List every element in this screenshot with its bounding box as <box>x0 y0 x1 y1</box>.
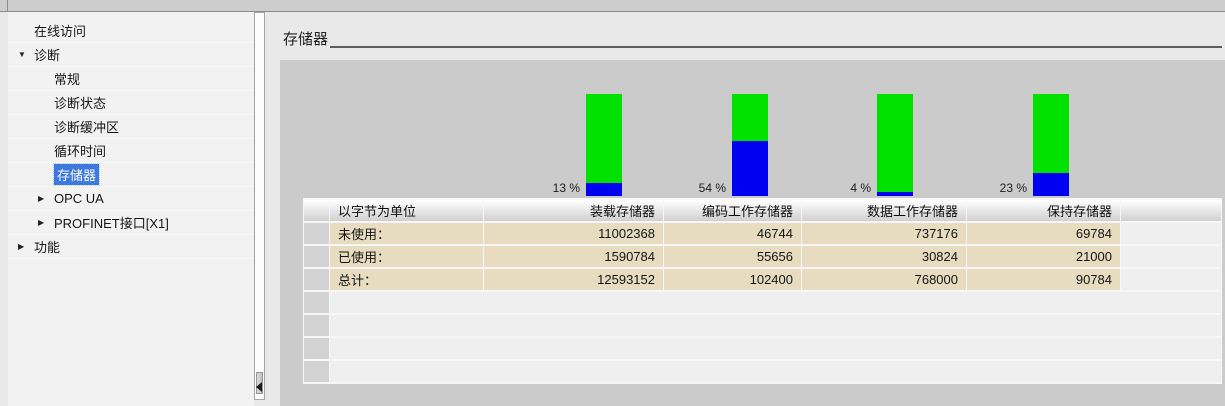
table-cell <box>1121 223 1221 244</box>
sidebar-item-opc-ua[interactable]: ▶ OPC UA <box>8 187 254 211</box>
table-cell <box>1121 246 1221 267</box>
sidebar-item-diagnostics-buffer[interactable]: 诊断缓冲区 <box>8 115 254 139</box>
gauge-percent-label: 54 % <box>698 181 726 195</box>
gauge-used-segment <box>732 140 768 196</box>
memory-gauge-load <box>586 94 622 196</box>
table-cell: 11002368 <box>484 223 663 244</box>
memory-table: 以字节为单位 装载存储器 编码工作存储器 数据工作存储器 保持存储器 未使用： … <box>303 198 1222 384</box>
sidebar-item-label: PROFINET接口[X1] <box>54 216 169 231</box>
gauge-percent-label: 4 % <box>850 181 871 195</box>
navigation-tree: 在线访问 ▼ 诊断 常规 诊断状态 诊断缓冲区 循环时间 存储器 ▶ OPC U… <box>8 12 254 406</box>
memory-gauge-data-work <box>877 94 913 196</box>
header-cell-code-work-memory: 编码工作存储器 <box>664 200 801 221</box>
table-cell <box>330 315 1221 336</box>
splitter-tick <box>7 0 8 11</box>
row-selector-cell <box>304 292 329 313</box>
table-cell: 90784 <box>967 269 1120 290</box>
expand-arrow-icon[interactable]: ▶ <box>38 194 45 203</box>
sidebar-item-label: 循环时间 <box>54 144 107 159</box>
sidebar-scrollbar[interactable] <box>254 12 265 400</box>
sidebar-item-label: 诊断缓冲区 <box>54 120 120 135</box>
header-cell-data-work-memory: 数据工作存储器 <box>802 200 966 221</box>
sidebar-item-label: 诊断 <box>34 48 61 63</box>
sidebar-item-label: 在线访问 <box>34 24 87 39</box>
memory-gauge-code-work <box>732 94 768 196</box>
sidebar-item-label: 诊断状态 <box>54 96 107 111</box>
table-row: 未使用： 11002368 46744 737176 69784 <box>304 223 1221 244</box>
table-cell: 未使用： <box>330 223 483 244</box>
table-row: 总计： 12593152 102400 768000 90784 <box>304 269 1221 290</box>
table-cell: 102400 <box>664 269 801 290</box>
table-cell: 46744 <box>664 223 801 244</box>
sidebar-item-profinet-interface[interactable]: ▶ PROFINET接口[X1] <box>8 211 254 235</box>
sidebar-item-cycle-time[interactable]: 循环时间 <box>8 139 254 163</box>
row-selector-cell <box>304 269 329 290</box>
window-top-strip <box>0 0 1225 12</box>
table-cell <box>330 292 1221 313</box>
page-title: 存储器 <box>283 31 329 48</box>
table-cell: 737176 <box>802 223 966 244</box>
table-row-empty <box>304 292 1221 313</box>
sidebar-item-diagnostics[interactable]: ▼ 诊断 <box>8 43 254 67</box>
sidebar-item-label: OPC UA <box>54 191 104 206</box>
gauge-used-segment <box>586 182 622 196</box>
table-row: 已使用： 1590784 55656 30824 21000 <box>304 246 1221 267</box>
header-cell-filler <box>1121 200 1221 221</box>
sidebar-item-label: 存储器 <box>52 163 101 186</box>
row-selector-cell <box>304 338 329 359</box>
sidebar-item-memory[interactable]: 存储器 <box>8 163 254 187</box>
header-cell-unit: 以字节为单位 <box>330 200 483 221</box>
expand-arrow-icon[interactable]: ▶ <box>38 218 45 227</box>
sidebar-item-general[interactable]: 常规 <box>8 67 254 91</box>
table-cell: 已使用： <box>330 246 483 267</box>
table-cell: 12593152 <box>484 269 663 290</box>
memory-gauge-retentive <box>1033 94 1069 196</box>
sidebar-item-label: 常规 <box>54 72 81 87</box>
header-cell-retentive-memory: 保持存储器 <box>967 200 1120 221</box>
sidebar-item-label: 功能 <box>34 240 61 255</box>
table-cell: 21000 <box>967 246 1120 267</box>
header-cell-selector <box>304 200 329 221</box>
table-cell: 69784 <box>967 223 1120 244</box>
table-row-empty <box>304 315 1221 336</box>
gauge-percent-label: 23 % <box>999 181 1027 195</box>
table-row-empty <box>304 361 1221 382</box>
title-rule <box>330 46 1222 48</box>
table-cell <box>330 361 1221 382</box>
sidebar-item-online-access[interactable]: 在线访问 <box>8 19 254 43</box>
table-cell: 1590784 <box>484 246 663 267</box>
header-cell-load-memory: 装载存储器 <box>484 200 663 221</box>
row-selector-cell <box>304 361 329 382</box>
row-selector-cell <box>304 223 329 244</box>
panel-collapse-arrow-icon[interactable] <box>256 382 262 392</box>
gauge-used-segment <box>1033 172 1069 196</box>
table-cell: 768000 <box>802 269 966 290</box>
row-selector-cell <box>304 246 329 267</box>
expand-arrow-icon[interactable]: ▶ <box>18 242 25 251</box>
memory-panel: 13 % 54 % 4 % 23 % 以字节为单位 <box>280 60 1225 406</box>
table-cell: 总计： <box>330 269 483 290</box>
table-cell <box>330 338 1221 359</box>
sidebar-item-functions[interactable]: ▶ 功能 <box>8 235 254 259</box>
table-cell: 55656 <box>664 246 801 267</box>
collapse-arrow-icon[interactable]: ▼ <box>18 50 26 59</box>
sidebar-item-diagnostic-status[interactable]: 诊断状态 <box>8 91 254 115</box>
gauge-percent-label: 13 % <box>552 181 580 195</box>
table-row-empty <box>304 338 1221 359</box>
gauge-used-segment <box>877 191 913 196</box>
table-cell <box>1121 269 1221 290</box>
row-selector-cell <box>304 315 329 336</box>
table-header-row: 以字节为单位 装载存储器 编码工作存储器 数据工作存储器 保持存储器 <box>304 200 1221 221</box>
table-cell: 30824 <box>802 246 966 267</box>
